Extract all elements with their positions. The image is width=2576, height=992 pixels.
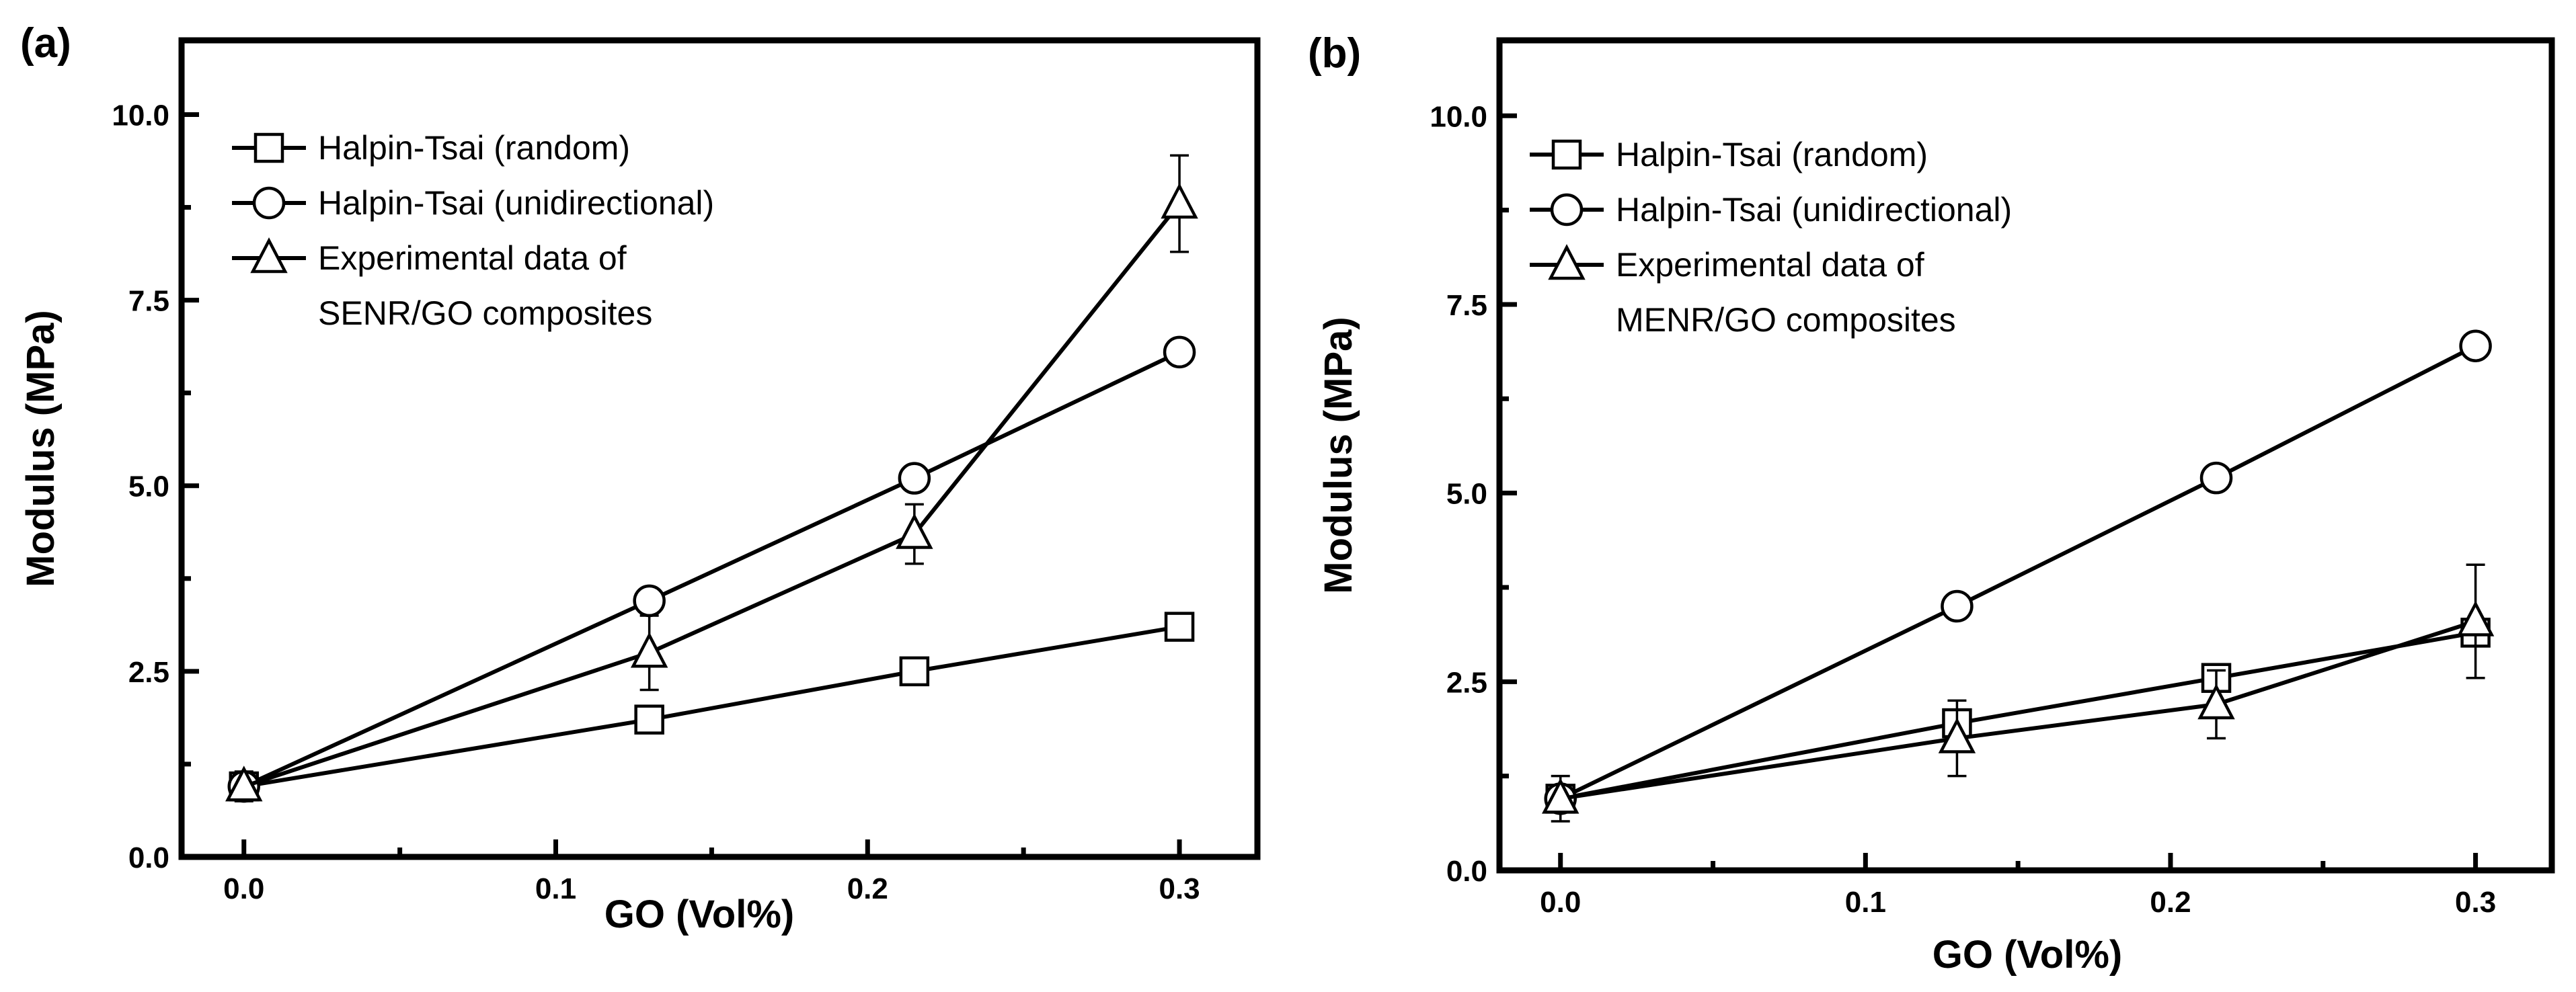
a-series-line-circle bbox=[243, 350, 1181, 788]
a-legend-entry-circle: Halpin-Tsai (unidirectional) bbox=[232, 184, 714, 222]
chart-panel-a: 0.0 2.5 5.0 7.5 10.0 0.0 0.1 0.2 0.3 GO (Vol%) Mod… bbox=[19, 20, 1261, 936]
a-point-square bbox=[899, 656, 930, 687]
a-series-triangle bbox=[225, 154, 1198, 802]
a-y-tick-label: 2.5 bbox=[128, 656, 169, 689]
b-series-square bbox=[1545, 618, 2491, 814]
b-y-tick-label: 0.0 bbox=[1446, 855, 1487, 888]
b-legend-entry-square: Halpin-Tsai (random) bbox=[1530, 136, 1928, 173]
a-point-square bbox=[634, 704, 664, 735]
b-point-circle bbox=[2459, 329, 2492, 362]
a-plot-frame bbox=[178, 37, 1261, 860]
a-point-square bbox=[1164, 612, 1195, 642]
a-legend-marker-square bbox=[253, 132, 284, 163]
a-point-circle bbox=[633, 584, 666, 618]
b-legend-label: Experimental data of bbox=[1616, 246, 1924, 284]
b-x-tick-label: 0.3 bbox=[2455, 886, 2496, 919]
b-panel-label: (b) bbox=[1308, 30, 1361, 77]
a-y-tick-label: 5.0 bbox=[128, 470, 169, 503]
chart-b-svg: 0.0 2.5 5.0 7.5 10.0 0.0 0.1 0.2 0.3 GO (Vol%) Mod… bbox=[1308, 30, 2555, 977]
b-plot-frame bbox=[1496, 37, 2555, 874]
b-point-circle bbox=[1941, 589, 1974, 623]
a-y-tick-label: 0.0 bbox=[128, 841, 169, 874]
a-series-circle bbox=[227, 335, 1196, 803]
a-series-square bbox=[229, 612, 1195, 802]
a-x-tick-label: 0.3 bbox=[1159, 872, 1200, 905]
b-y-tick-label: 10.0 bbox=[1430, 100, 1487, 133]
b-legend-marker-triangle bbox=[1548, 244, 1586, 280]
b-legend-label: Halpin-Tsai (random) bbox=[1616, 136, 1928, 173]
b-y-tick-label: 5.0 bbox=[1446, 478, 1487, 511]
b-legend-label: Halpin-Tsai (unidirectional) bbox=[1616, 191, 2012, 229]
b-series-circle bbox=[1544, 329, 2492, 815]
a-legend-marker-triangle bbox=[250, 237, 288, 274]
b-y-axis-label: Modulus (MPa) bbox=[1317, 317, 1360, 593]
a-series-line-square bbox=[243, 624, 1180, 789]
a-legend-marker-circle bbox=[252, 186, 286, 220]
b-legend-entry-triangle: Experimental data of MENR/GO composites bbox=[1530, 244, 1956, 339]
b-legend-marker-circle bbox=[1550, 193, 1584, 226]
a-x-tick-label: 0.1 bbox=[535, 872, 576, 905]
b-legend-entry-circle: Halpin-Tsai (unidirectional) bbox=[1530, 191, 2012, 229]
a-point-triangle bbox=[1161, 183, 1198, 219]
b-y-tick-label: 7.5 bbox=[1446, 289, 1487, 322]
a-y-tick-label: 7.5 bbox=[128, 285, 169, 318]
a-point-circle bbox=[898, 462, 931, 495]
a-series-line-triangle bbox=[243, 202, 1181, 788]
b-point-triangle bbox=[1542, 778, 1579, 814]
b-series-line-circle bbox=[1559, 344, 2476, 801]
a-legend-entry-triangle: Experimental data of SENR/GO composites bbox=[232, 237, 652, 332]
a-x-axis-label: GO (Vol%) bbox=[604, 893, 794, 936]
b-y-tick-label: 2.5 bbox=[1446, 666, 1487, 699]
b-point-triangle bbox=[2197, 684, 2235, 720]
b-series-triangle bbox=[1542, 563, 2495, 823]
a-point-triangle bbox=[225, 766, 263, 802]
b-x-axis-label: GO (Vol%) bbox=[1933, 933, 2122, 977]
a-point-triangle bbox=[896, 513, 933, 549]
chart-a-svg: 0.0 2.5 5.0 7.5 10.0 0.0 0.1 0.2 0.3 GO (Vol%) Mod… bbox=[19, 20, 1261, 936]
a-x-tick-label: 0.2 bbox=[847, 872, 888, 905]
b-x-tick-label: 0.2 bbox=[2150, 886, 2191, 919]
a-y-axis-label: Modulus (MPa) bbox=[19, 310, 63, 587]
a-legend-label-line2: SENR/GO composites bbox=[318, 294, 652, 332]
b-series-line-triangle bbox=[1560, 619, 2476, 801]
a-x-tick-label: 0.0 bbox=[223, 872, 264, 905]
b-point-triangle bbox=[2456, 600, 2495, 636]
a-panel-label: (a) bbox=[20, 20, 71, 67]
a-legend-label: Halpin-Tsai (random) bbox=[318, 129, 630, 167]
chart-panel-b: 0.0 2.5 5.0 7.5 10.0 0.0 0.1 0.2 0.3 GO (Vol%) Mod… bbox=[1288, 0, 2576, 992]
a-legend-entry-square: Halpin-Tsai (random) bbox=[232, 129, 630, 167]
b-point-circle bbox=[2199, 461, 2233, 495]
a-legend-label: Halpin-Tsai (unidirectional) bbox=[318, 184, 714, 222]
a-legend-label: Experimental data of bbox=[318, 239, 627, 277]
b-legend-marker-square bbox=[1551, 139, 1582, 170]
b-x-tick-label: 0.1 bbox=[1845, 886, 1886, 919]
b-point-triangle bbox=[1938, 717, 1976, 753]
b-series-line-square bbox=[1560, 630, 2476, 801]
a-y-tick-label: 10.0 bbox=[112, 99, 169, 132]
b-x-tick-label: 0.0 bbox=[1540, 886, 1581, 919]
a-point-circle bbox=[1163, 335, 1196, 369]
a-point-triangle bbox=[630, 632, 668, 668]
b-legend-label-line2: MENR/GO composites bbox=[1616, 301, 1956, 339]
